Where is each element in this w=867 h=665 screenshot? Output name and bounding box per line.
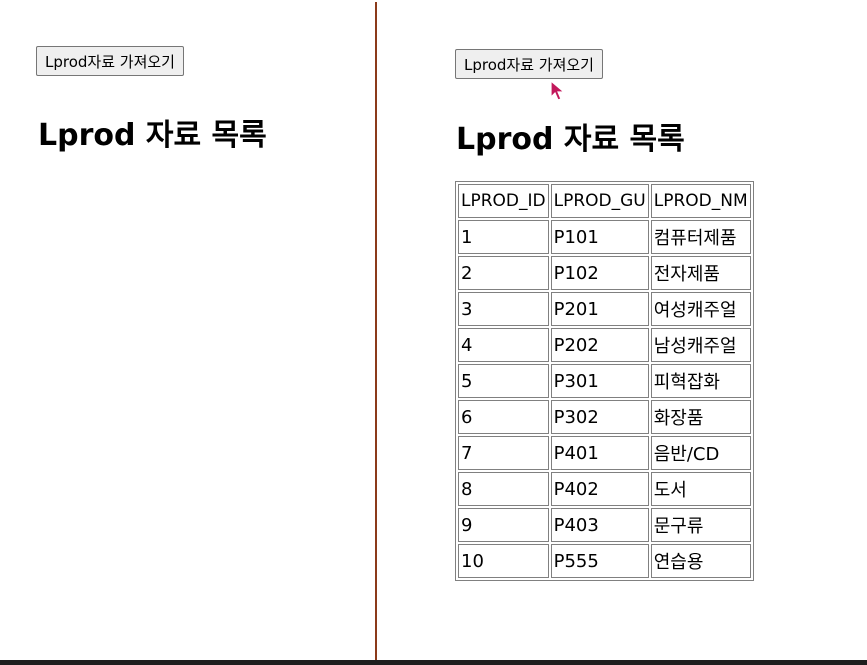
cell-lprod-gu: P101 bbox=[550, 220, 649, 254]
table-row: 10 P555 연습용 bbox=[458, 544, 751, 578]
cell-lprod-nm: 남성캐주얼 bbox=[650, 328, 751, 362]
table-row: 4 P202 남성캐주얼 bbox=[458, 328, 751, 362]
column-header: LPROD_NM bbox=[650, 184, 751, 218]
cell-lprod-nm: 피혁잡화 bbox=[650, 364, 751, 398]
cell-lprod-gu: P555 bbox=[550, 544, 649, 578]
cell-lprod-gu: P301 bbox=[550, 364, 649, 398]
pane-divider[interactable] bbox=[375, 2, 377, 662]
cell-lprod-nm: 음반/CD bbox=[650, 436, 751, 470]
cell-lprod-id: 6 bbox=[458, 400, 549, 434]
cell-lprod-gu: P201 bbox=[550, 292, 649, 326]
cell-lprod-id: 8 bbox=[458, 472, 549, 506]
cell-lprod-gu: P202 bbox=[550, 328, 649, 362]
cell-lprod-nm: 전자제품 bbox=[650, 256, 751, 290]
table-row: 2 P102 전자제품 bbox=[458, 256, 751, 290]
cell-lprod-nm: 문구류 bbox=[650, 508, 751, 542]
table-row: 1 P101 컴퓨터제품 bbox=[458, 220, 751, 254]
page-heading: Lprod 자료 목록 bbox=[38, 118, 267, 153]
table-row: 7 P401 음반/CD bbox=[458, 436, 751, 470]
column-header: LPROD_ID bbox=[458, 184, 549, 218]
mouse-pointer-icon bbox=[550, 80, 566, 101]
cell-lprod-gu: P402 bbox=[550, 472, 649, 506]
cell-lprod-gu: P401 bbox=[550, 436, 649, 470]
cell-lprod-gu: P403 bbox=[550, 508, 649, 542]
cell-lprod-nm: 컴퓨터제품 bbox=[650, 220, 751, 254]
table-row: 8 P402 도서 bbox=[458, 472, 751, 506]
taskbar-edge bbox=[0, 660, 867, 665]
table-row: 5 P301 피혁잡화 bbox=[458, 364, 751, 398]
right-pane: Lprod자료 가져오기 Lprod 자료 목록 LPROD_ID LPROD_… bbox=[377, 0, 867, 660]
lprod-table: LPROD_ID LPROD_GU LPROD_NM 1 P101 컴퓨터제품 … bbox=[455, 181, 754, 581]
cell-lprod-id: 10 bbox=[458, 544, 549, 578]
fetch-lprod-button[interactable]: Lprod자료 가져오기 bbox=[455, 49, 603, 79]
table-header-row: LPROD_ID LPROD_GU LPROD_NM bbox=[458, 184, 751, 218]
table-row: 3 P201 여성캐주얼 bbox=[458, 292, 751, 326]
left-pane: Lprod자료 가져오기 Lprod 자료 목록 bbox=[0, 0, 375, 660]
cell-lprod-id: 7 bbox=[458, 436, 549, 470]
cell-lprod-id: 9 bbox=[458, 508, 549, 542]
cell-lprod-id: 2 bbox=[458, 256, 549, 290]
cell-lprod-nm: 연습용 bbox=[650, 544, 751, 578]
cell-lprod-id: 5 bbox=[458, 364, 549, 398]
cell-lprod-gu: P302 bbox=[550, 400, 649, 434]
table-row: 9 P403 문구류 bbox=[458, 508, 751, 542]
cell-lprod-nm: 여성캐주얼 bbox=[650, 292, 751, 326]
cell-lprod-id: 4 bbox=[458, 328, 549, 362]
cell-lprod-gu: P102 bbox=[550, 256, 649, 290]
cell-lprod-nm: 도서 bbox=[650, 472, 751, 506]
cell-lprod-id: 3 bbox=[458, 292, 549, 326]
fetch-lprod-button[interactable]: Lprod자료 가져오기 bbox=[36, 46, 184, 76]
column-header: LPROD_GU bbox=[550, 184, 649, 218]
table-row: 6 P302 화장품 bbox=[458, 400, 751, 434]
cell-lprod-nm: 화장품 bbox=[650, 400, 751, 434]
cell-lprod-id: 1 bbox=[458, 220, 549, 254]
page-heading: Lprod 자료 목록 bbox=[456, 122, 685, 157]
